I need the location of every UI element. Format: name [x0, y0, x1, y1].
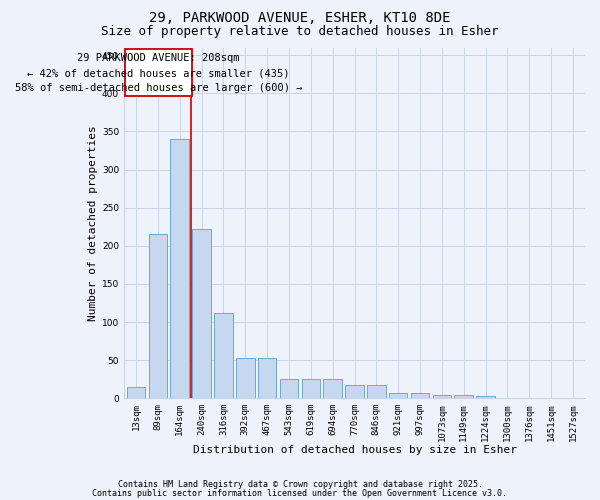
Bar [323, 378, 342, 398]
FancyBboxPatch shape [125, 49, 192, 96]
Bar [258, 358, 277, 399]
Bar [476, 396, 495, 398]
Bar [411, 393, 430, 398]
Bar [302, 378, 320, 398]
Bar [236, 358, 254, 399]
X-axis label: Distribution of detached houses by size in Esher: Distribution of detached houses by size … [193, 445, 517, 455]
Text: Contains HM Land Registry data © Crown copyright and database right 2025.: Contains HM Land Registry data © Crown c… [118, 480, 482, 489]
Text: Contains public sector information licensed under the Open Government Licence v3: Contains public sector information licen… [92, 488, 508, 498]
Bar [280, 378, 298, 398]
Bar [433, 394, 451, 398]
Bar [127, 387, 145, 398]
Bar [389, 393, 407, 398]
Text: ← 42% of detached houses are smaller (435): ← 42% of detached houses are smaller (43… [27, 68, 290, 78]
Text: 58% of semi-detached houses are larger (600) →: 58% of semi-detached houses are larger (… [14, 83, 302, 93]
Bar [454, 394, 473, 398]
Bar [149, 234, 167, 398]
Text: 29, PARKWOOD AVENUE, ESHER, KT10 8DE: 29, PARKWOOD AVENUE, ESHER, KT10 8DE [149, 11, 451, 25]
Y-axis label: Number of detached properties: Number of detached properties [88, 125, 98, 321]
Bar [170, 139, 189, 398]
Bar [193, 229, 211, 398]
Text: Size of property relative to detached houses in Esher: Size of property relative to detached ho… [101, 25, 499, 38]
Text: 29 PARKWOOD AVENUE: 208sqm: 29 PARKWOOD AVENUE: 208sqm [77, 54, 239, 64]
Bar [214, 313, 233, 398]
Bar [345, 384, 364, 398]
Bar [367, 384, 386, 398]
